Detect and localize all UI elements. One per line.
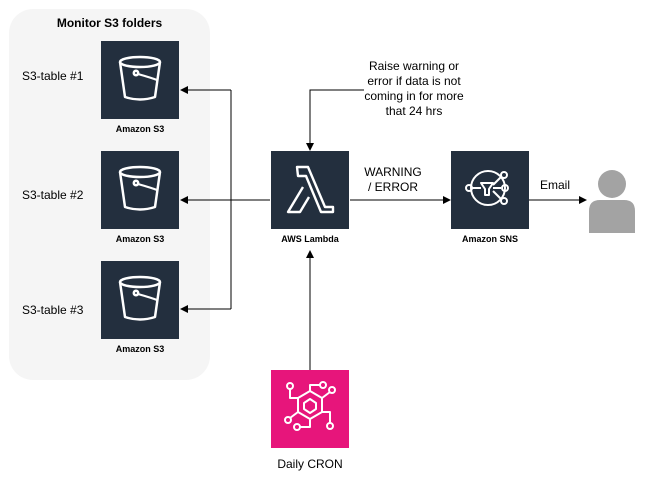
s3-table-1-caption: Amazon S3 <box>115 124 165 134</box>
sns-node[interactable] <box>451 151 529 229</box>
user-icon <box>587 170 637 237</box>
s3-bucket-icon <box>112 50 168 111</box>
note-text: Raise warning or error if data is not co… <box>349 59 479 119</box>
email-edge-label: Email <box>540 178 571 192</box>
sns-icon <box>461 159 519 222</box>
s3-bucket-icon <box>112 160 168 221</box>
s3-table-1-label: S3-table #1 <box>22 69 84 83</box>
note-line: Raise warning or <box>368 59 460 73</box>
edge-label-line: WARNING <box>364 165 422 179</box>
edge-label-line: / ERROR <box>367 180 418 194</box>
s3-table-2-node[interactable] <box>101 151 179 229</box>
s3-table-1-node[interactable] <box>101 41 179 119</box>
s3-table-3-label: S3-table #3 <box>22 303 84 317</box>
s3-table-3-node[interactable] <box>101 261 179 339</box>
lambda-caption: AWS Lambda <box>281 234 339 244</box>
lambda-icon <box>281 159 339 222</box>
note-line: that 24 hrs <box>385 104 443 118</box>
user-node[interactable] <box>587 167 637 233</box>
lambda-node[interactable] <box>271 151 349 229</box>
s3-table-2-caption: Amazon S3 <box>115 234 165 244</box>
cron-caption: Daily CRON <box>277 457 343 471</box>
sns-caption: Amazon SNS <box>461 234 518 244</box>
s3-bucket-icon <box>112 270 168 331</box>
cron-node[interactable] <box>271 370 349 448</box>
s3-table-3-caption: Amazon S3 <box>115 344 165 354</box>
eventbridge-icon <box>280 377 340 442</box>
warning-edge-label: WARNING / ERROR <box>328 165 458 195</box>
group-title: Monitor S3 folders <box>56 16 163 30</box>
note-line: coming in for more <box>364 89 464 103</box>
note-arrow <box>306 89 364 151</box>
note-line: error if data is not <box>367 74 461 88</box>
s3-table-2-label: S3-table #2 <box>22 188 84 202</box>
